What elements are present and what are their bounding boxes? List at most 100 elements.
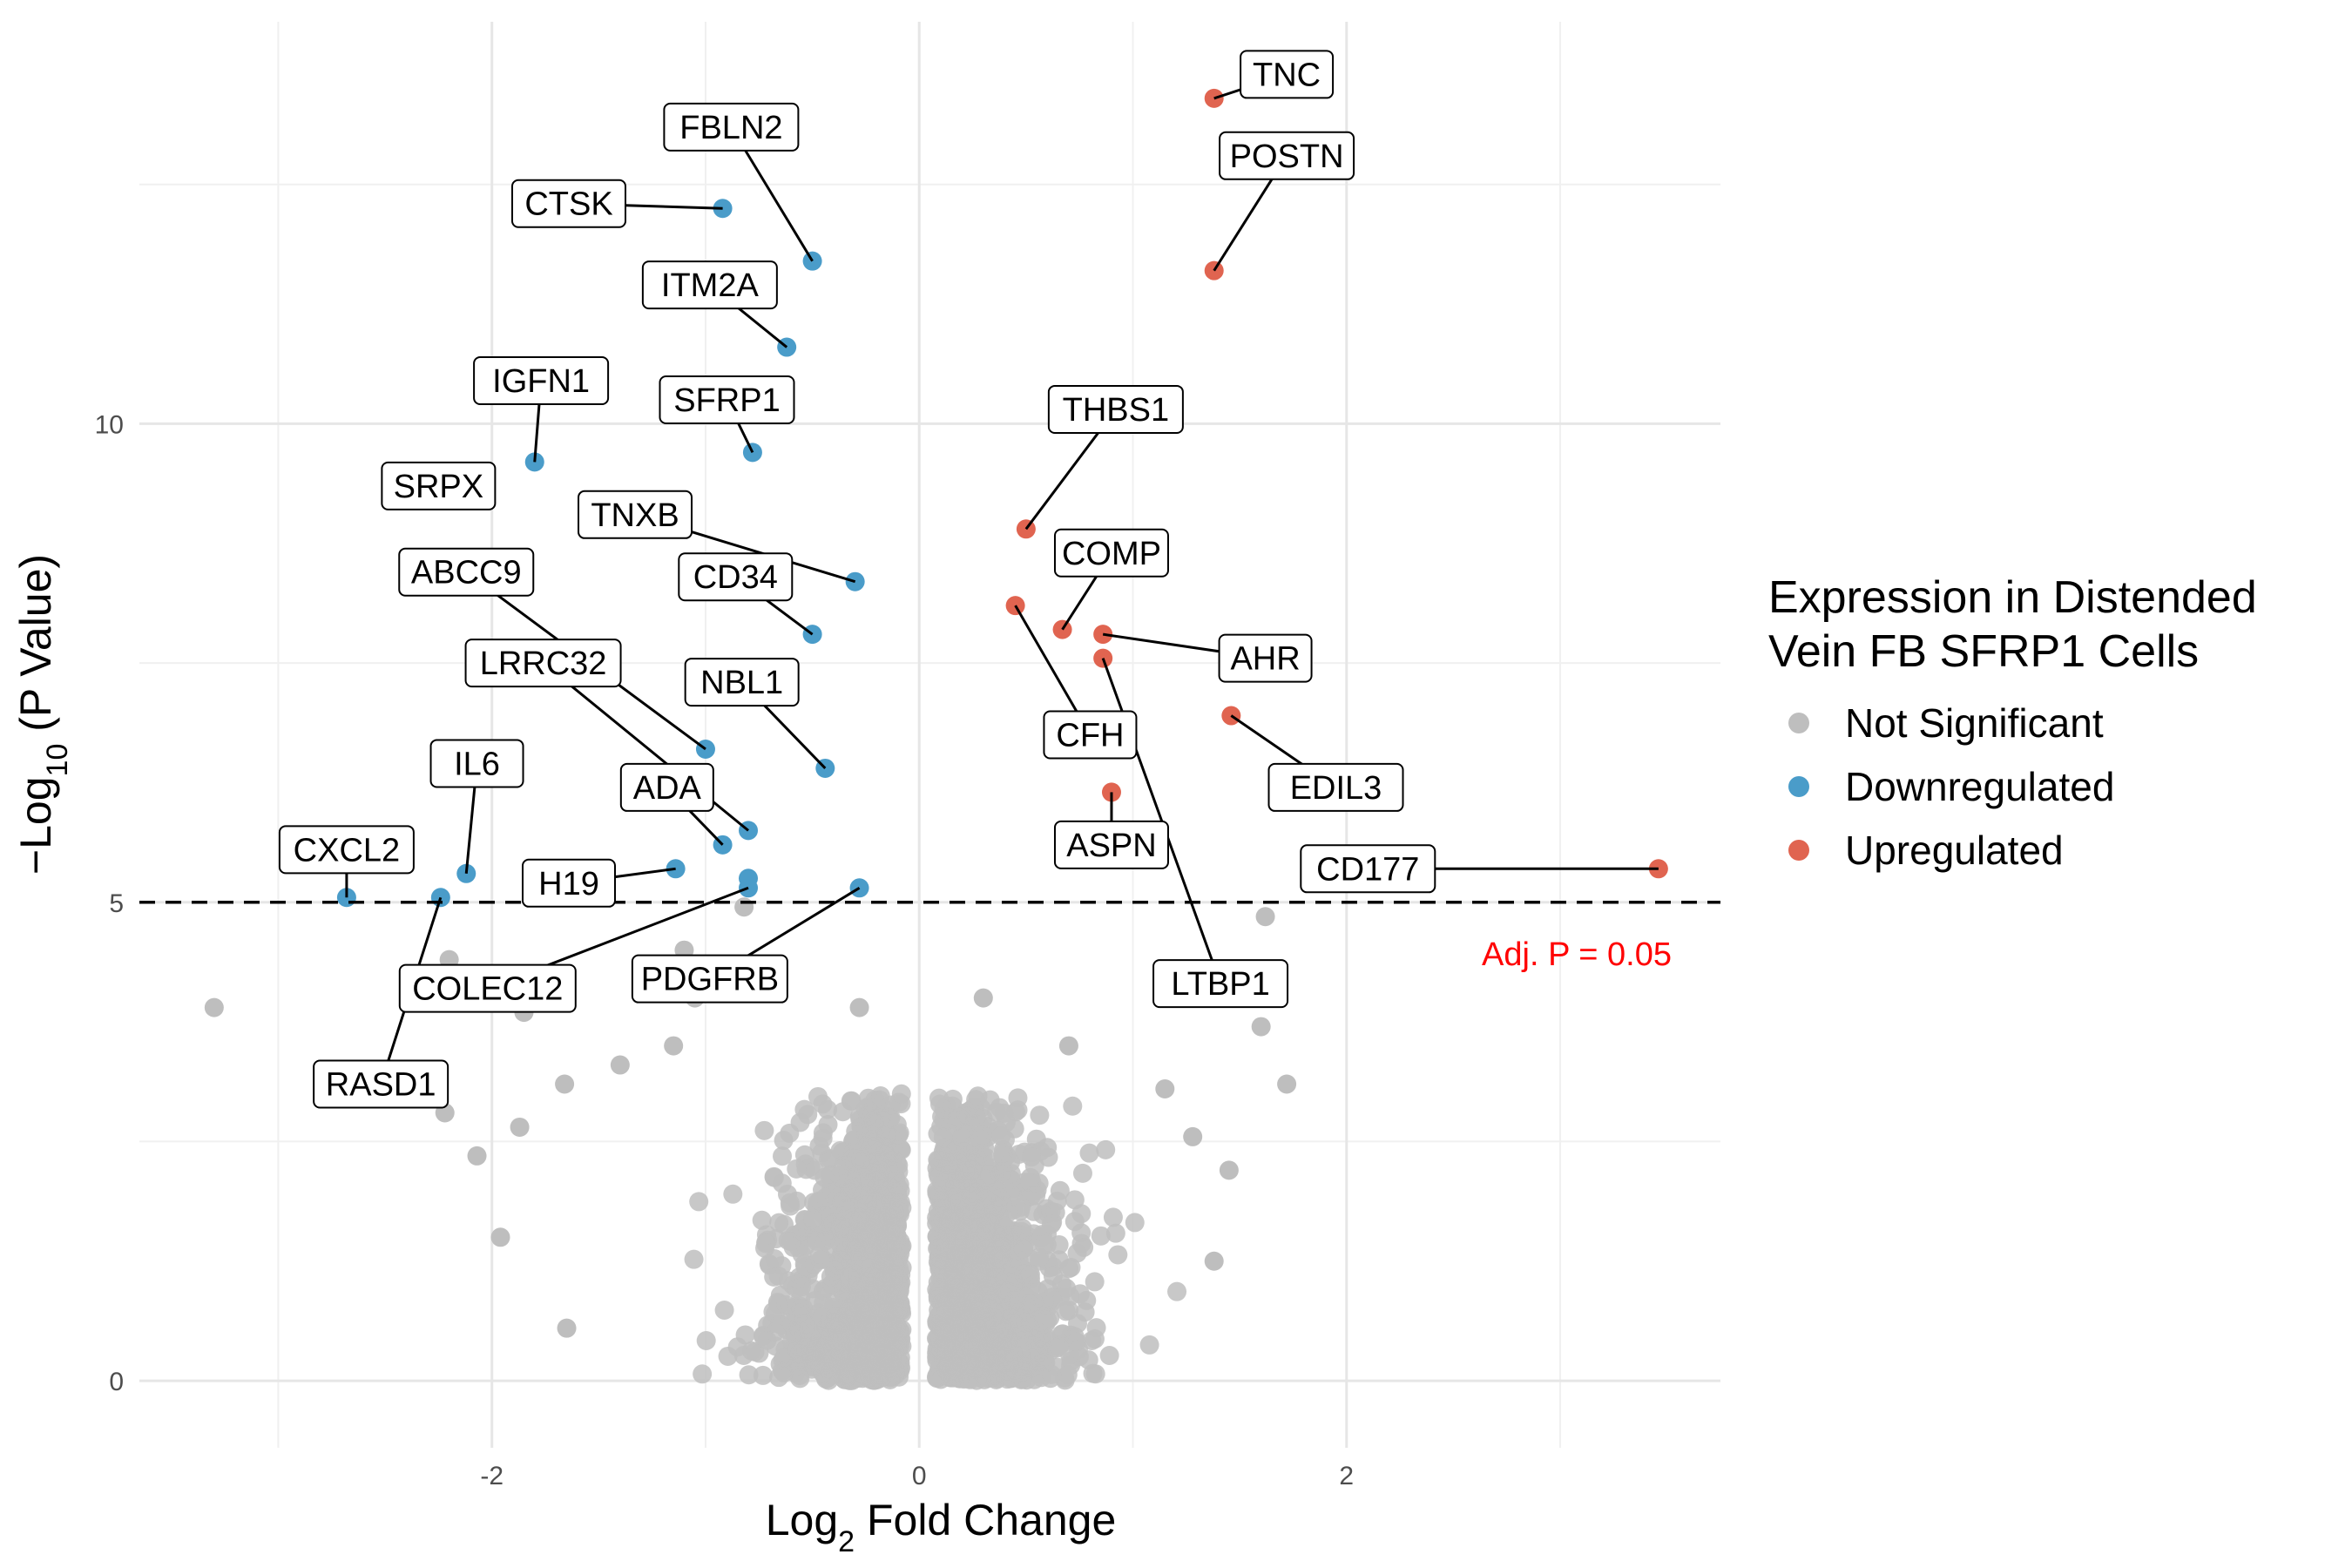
point-not-significant [887, 1216, 907, 1236]
gene-label-sfrp1: SFRP1 [673, 382, 780, 419]
point-not-significant [1085, 1329, 1105, 1349]
gene-label-aspn: ASPN [1066, 828, 1156, 864]
gene-label-abcc9: ABCC9 [411, 555, 522, 591]
x-axis-title-tail: Fold Change [855, 1496, 1116, 1544]
gene-label-rasd1: RASD1 [326, 1067, 436, 1104]
point-not-significant [928, 1329, 948, 1349]
point-not-significant [1008, 1088, 1028, 1108]
gene-label-igfn1: IGFN1 [492, 363, 590, 400]
gene-label-pdgfrb: PDGFRB [641, 962, 779, 998]
point-not-significant [849, 997, 869, 1017]
x-axis-title: Log2 Fold Change [766, 1496, 1117, 1558]
gene-label-box [1219, 131, 1355, 180]
y-axis-title-tail: (P Value) [11, 554, 60, 744]
point-not-significant [1064, 1212, 1085, 1232]
gene-label-box [313, 1059, 449, 1109]
point-not-significant [1096, 1139, 1116, 1159]
point-not-significant [862, 1120, 882, 1140]
gene-labels: TNC POSTN THBS1 COMP AHR CFH LTBP1 EDIL3 ASPN CD1… [278, 50, 1659, 1109]
gene-label-il6: IL6 [454, 746, 500, 782]
point-not-significant [936, 1220, 956, 1240]
point-not-significant [696, 1330, 716, 1350]
gene-label-box [1152, 959, 1289, 1009]
point-not-significant [1030, 1105, 1050, 1125]
point-not-significant [763, 1301, 783, 1321]
point-not-significant [861, 1173, 881, 1193]
gene-label-tnxb: TNXB [591, 497, 679, 534]
point-not-significant [966, 1107, 986, 1127]
point-not-significant [950, 1274, 970, 1294]
point-not-significant [781, 1232, 801, 1252]
point-not-significant [837, 1362, 857, 1382]
point-not-significant [991, 1126, 1011, 1146]
point-not-significant [833, 1102, 853, 1122]
gene-label-box [578, 490, 693, 539]
point-not-significant [1003, 1186, 1023, 1206]
point-not-significant [982, 1257, 1002, 1277]
gene-label-comp: COMP [1062, 536, 1161, 572]
gene-label-box [641, 260, 778, 310]
point-not-significant [889, 1259, 909, 1279]
point-not-significant [610, 1055, 630, 1075]
point-not-significant [848, 1340, 868, 1360]
point-not-significant [752, 1210, 772, 1230]
point-not-significant [1058, 1036, 1078, 1056]
gene-label-box [381, 461, 497, 510]
significance-threshold: Adj. P = 0.05 [139, 901, 1720, 973]
point-not-significant [943, 1313, 963, 1333]
gene-label-lrrc32: LRRC32 [480, 645, 607, 682]
point-not-significant [813, 1362, 833, 1382]
point-not-significant [943, 1191, 963, 1211]
point-not-significant [557, 1318, 577, 1338]
point-not-significant [774, 1348, 794, 1368]
x-axis-title-main: Log [766, 1496, 838, 1544]
gene-label-nbl1: NBL1 [700, 665, 783, 701]
point-not-significant [1139, 1335, 1159, 1355]
gene-label-box [619, 762, 714, 812]
legend-item-not-significant: Not Significant [1768, 691, 2343, 754]
gene-label-box [278, 825, 415, 875]
point-not-significant [801, 1328, 821, 1348]
gene-label-cd34: CD34 [693, 559, 778, 596]
point-not-significant [1049, 1336, 1069, 1356]
point-not-significant [1002, 1308, 1022, 1328]
point-not-significant [963, 1135, 983, 1155]
point-colec12 [739, 878, 759, 898]
point-not-significant [889, 1298, 909, 1318]
point-not-significant [780, 1123, 800, 1143]
point-not-significant [1043, 1266, 1063, 1286]
point-not-significant [804, 1193, 824, 1213]
point-not-significant [1219, 1160, 1239, 1180]
legend-item-upregulated: Upregulated [1768, 818, 2343, 882]
y-axis-title-sub: 10 [41, 744, 74, 777]
point-not-significant [986, 1332, 1006, 1352]
point-not-significant [805, 1291, 825, 1311]
point-not-significant [1011, 1221, 1031, 1241]
point-not-significant [684, 1249, 704, 1269]
point-not-significant [930, 1255, 950, 1275]
point-not-significant [664, 1036, 684, 1056]
point-not-significant [1251, 1017, 1271, 1037]
gene-label-ada: ADA [633, 770, 702, 807]
point-not-significant [933, 1345, 953, 1365]
gene-label-box [1047, 384, 1184, 434]
point-pdgfrb [849, 878, 869, 898]
point-not-significant [689, 1192, 709, 1212]
point-not-significant [791, 1299, 811, 1319]
point-not-significant [810, 1250, 830, 1270]
point-not-significant [845, 1152, 865, 1172]
point-not-significant [830, 1342, 850, 1362]
point-not-significant [948, 1107, 968, 1127]
gene-label-cfh: CFH [1056, 718, 1124, 754]
y-axis-title-head: −Log [11, 776, 60, 875]
point-not-significant [714, 1300, 734, 1320]
point-not-significant [977, 1224, 997, 1244]
point-not-significant [889, 1201, 909, 1221]
point-not-significant [735, 1325, 755, 1345]
point-not-significant [739, 1365, 759, 1385]
point-not-significant [1255, 907, 1275, 927]
point-not-significant [808, 1086, 828, 1106]
point-not-significant [1091, 1226, 1111, 1246]
point-not-significant [1026, 1186, 1046, 1206]
